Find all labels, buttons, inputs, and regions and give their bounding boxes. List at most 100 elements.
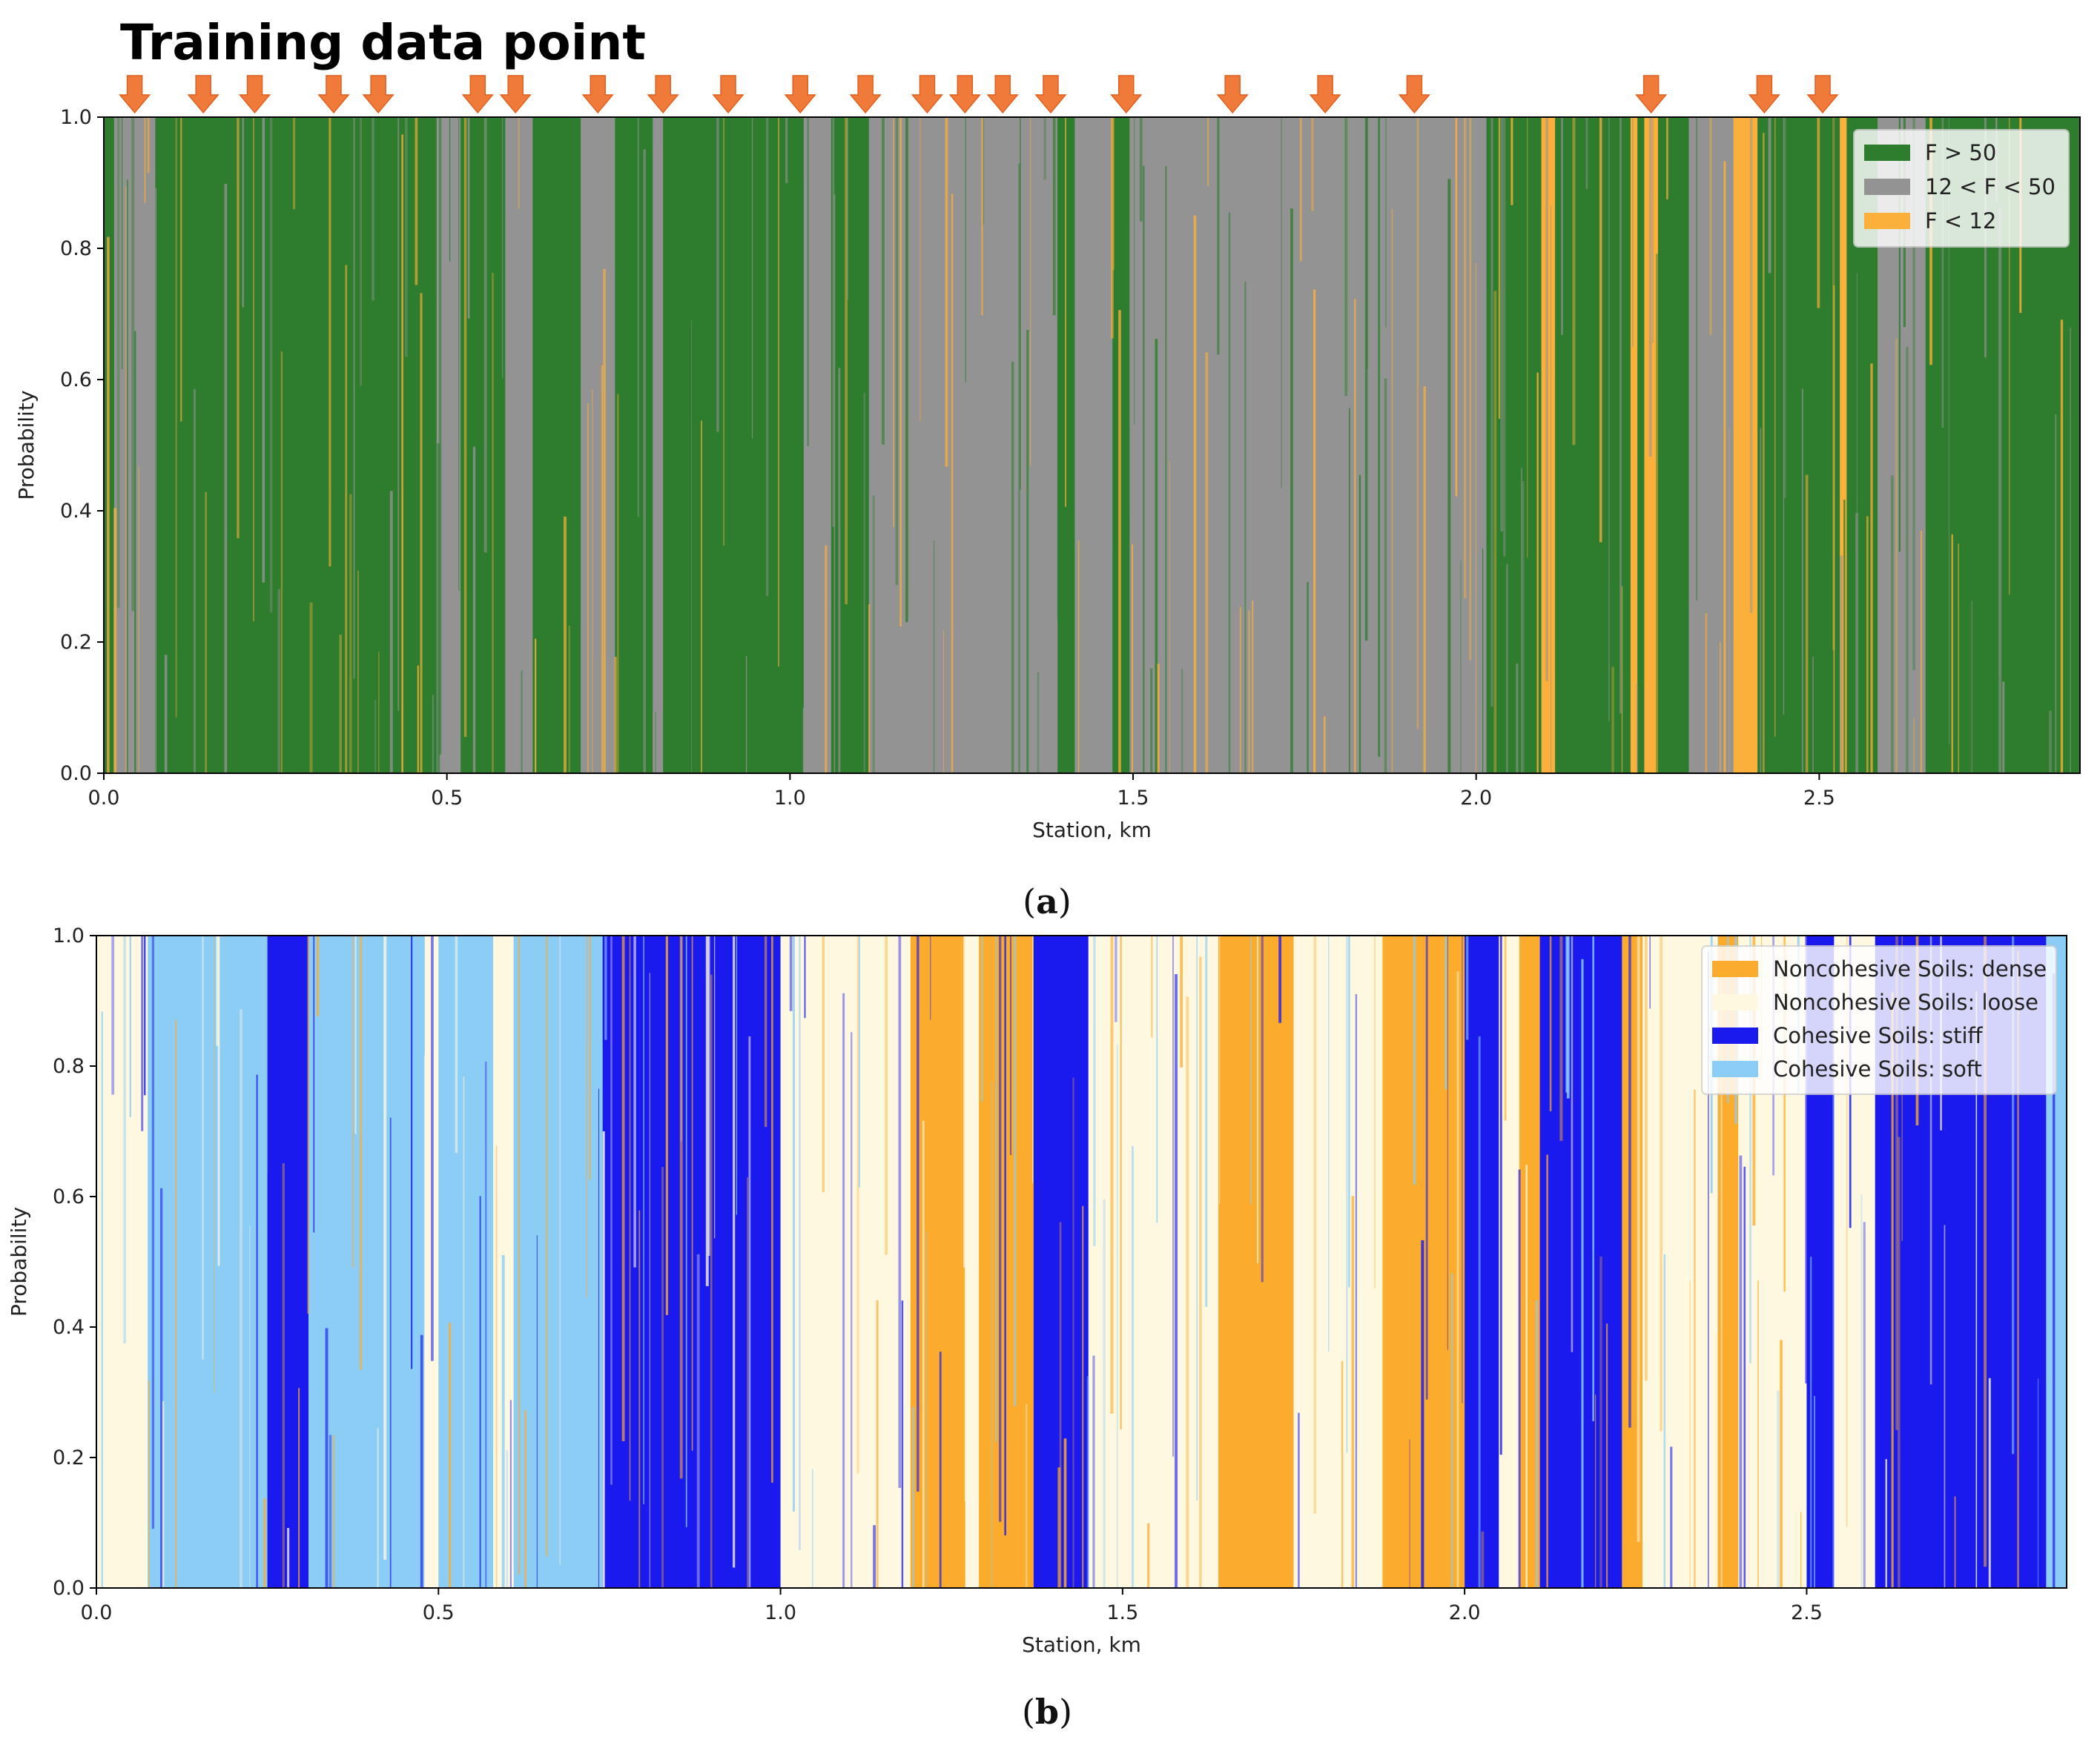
probability-streak [1391, 209, 1393, 773]
probability-streak [524, 1410, 526, 1588]
probability-streak [1763, 133, 1765, 773]
probability-streak [598, 1088, 600, 1588]
probability-streak [1536, 372, 1539, 773]
probability-streak [518, 117, 520, 209]
legend-label: F > 50 [1925, 140, 1996, 165]
probability-streak [1975, 991, 1978, 1588]
probability-streak [1929, 936, 1932, 1385]
probability-streak [1032, 936, 1034, 1184]
probability-streak [1800, 1512, 1802, 1588]
probability-streak [1777, 1390, 1780, 1588]
probability-streak [518, 936, 521, 1575]
probability-streak [1118, 310, 1121, 773]
probability-streak [603, 268, 606, 773]
probability-streak [1290, 208, 1293, 773]
legend-swatch [1864, 213, 1910, 229]
probability-streak [1843, 500, 1846, 773]
probability-streak [1499, 936, 1502, 1455]
class-segment [1757, 117, 1840, 773]
legend: Noncohesive Soils: dense Noncohesive Soil… [1701, 945, 2057, 1095]
probability-streak [1739, 1155, 1743, 1588]
class-segment [663, 117, 805, 773]
probability-streak [1619, 117, 1622, 714]
probability-streak [1423, 386, 1426, 773]
probability-streak [1029, 117, 1031, 466]
probability-streak [269, 117, 273, 613]
probability-streak [1037, 672, 1040, 773]
probability-streak [1077, 540, 1080, 773]
probability-streak [1281, 117, 1282, 489]
legend-swatch [1712, 961, 1758, 977]
probability-streak [1720, 963, 1723, 1588]
x-tick-label: 2.0 [1460, 787, 1492, 810]
class-segment [267, 936, 309, 1588]
probability-streak [665, 936, 668, 1315]
probability-streak [685, 936, 687, 1528]
training-data-title: Training data point [120, 14, 646, 71]
probability-streak [925, 1231, 928, 1588]
y-axis-label: Probability [14, 390, 39, 500]
probability-streak [1503, 117, 1506, 557]
probability-streak [842, 993, 845, 1588]
probability-streak [485, 1062, 487, 1588]
probability-streak [401, 134, 403, 773]
training-point-arrow-icon [911, 75, 944, 114]
probability-streak [1199, 956, 1202, 1588]
probability-streak [420, 293, 423, 773]
probability-streak [1988, 1377, 1991, 1588]
probability-streak [872, 494, 875, 773]
y-tick-label: 0.0 [53, 1577, 85, 1600]
probability-streak [1971, 600, 1973, 773]
probability-streak [983, 117, 985, 225]
probability-streak [601, 365, 603, 773]
probability-streak [2017, 950, 2019, 1588]
probability-streak [633, 936, 636, 1268]
caption-open: ( [1023, 881, 1036, 922]
caption-close: ) [1059, 1692, 1072, 1732]
probability-streak [1004, 936, 1006, 1536]
probability-streak [138, 466, 140, 773]
probability-streak [922, 1120, 925, 1588]
probability-streak [691, 936, 693, 1451]
class-segment [1541, 117, 1556, 773]
probability-streak [1481, 1531, 1485, 1588]
probability-streak [919, 117, 921, 421]
class-segment [1057, 117, 1075, 773]
y-tick-label: 1.0 [53, 924, 85, 947]
probability-streak [125, 186, 127, 773]
probability-streak [638, 1210, 641, 1588]
probability-streak [1463, 117, 1467, 599]
probability-streak [1920, 530, 1923, 773]
probability-streak [405, 117, 408, 357]
caption-letter: b [1035, 1692, 1059, 1732]
probability-streak [1498, 117, 1501, 420]
panel-b: 0.0 0.5 1.0 1.5 2.0 2.5 0.0 0.2 0.4 0.6 0.8 1.0 Stat… [7, 924, 2067, 1732]
probability-streak [1196, 936, 1198, 1501]
y-tick-label: 0.4 [53, 1316, 85, 1339]
probability-streak [1065, 117, 1067, 507]
x-tick-label: 1.5 [1106, 1601, 1138, 1624]
probability-streak [833, 194, 836, 773]
probability-streak [240, 1009, 242, 1588]
probability-streak [1805, 474, 1809, 773]
probability-streak [107, 236, 110, 773]
class-segment [513, 936, 604, 1588]
probability-streak [360, 117, 362, 386]
probability-streak [389, 1117, 392, 1588]
y-tick-label: 0.8 [53, 1055, 85, 1078]
probability-streak [1897, 1137, 1901, 1588]
probability-streak [357, 570, 359, 773]
probability-streak [1814, 1395, 1815, 1588]
probability-streak [2009, 117, 2010, 595]
probability-streak [1760, 428, 1762, 773]
probability-streak [930, 936, 931, 1020]
probability-streak [991, 1082, 993, 1588]
probability-streak [1450, 1273, 1453, 1588]
probability-streak [1984, 936, 1987, 1567]
class-segment [581, 117, 615, 773]
probability-streak [282, 1162, 285, 1588]
probability-streak [202, 936, 204, 1360]
probability-streak [778, 117, 779, 666]
probability-streak [1328, 936, 1330, 1352]
training-point-arrows [119, 75, 1839, 114]
